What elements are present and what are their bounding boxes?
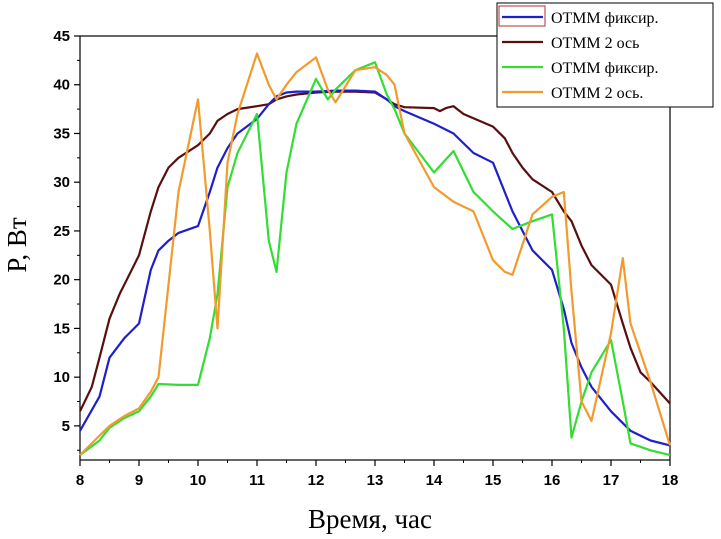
x-tick-label: 15 bbox=[485, 472, 502, 489]
y-tick-label: 15 bbox=[53, 320, 70, 337]
y-tick-label: 35 bbox=[53, 125, 70, 142]
legend-label-4: ОТММ 2 ось. bbox=[551, 85, 643, 102]
legend-label-3: ОТММ фиксир. bbox=[551, 60, 659, 77]
y-tick-label: 10 bbox=[53, 369, 70, 386]
legend: ОТММ фиксир. ОТММ 2 ось ОТММ фиксир. ОТММ 2… bbox=[496, 2, 714, 108]
y-tick-label: 45 bbox=[53, 28, 70, 45]
y-tick-label: 5 bbox=[62, 418, 70, 435]
y-tick-label: 40 bbox=[53, 77, 70, 94]
series-line-3 bbox=[79, 61, 671, 457]
x-tick-label: 13 bbox=[367, 472, 384, 489]
x-tick-label: 14 bbox=[426, 472, 443, 489]
series-lines bbox=[79, 52, 672, 457]
x-tick-label: 17 bbox=[603, 472, 620, 489]
legend-label-2: ОТММ 2 ось bbox=[551, 35, 639, 52]
x-tick-label: 12 bbox=[308, 472, 325, 489]
series-line-4 bbox=[79, 52, 672, 456]
x-tick-label: 8 bbox=[76, 472, 84, 489]
legend-highlight bbox=[498, 5, 546, 27]
x-axis-title: Время, час bbox=[308, 504, 432, 534]
x-axis: 8 9 10 11 12 13 14 15 16 17 18 bbox=[76, 460, 679, 489]
x-tick-label: 10 bbox=[190, 472, 207, 489]
y-axis-title: P, Вт bbox=[2, 217, 32, 273]
y-tick-label: 20 bbox=[53, 272, 70, 289]
series-line-2 bbox=[79, 90, 671, 412]
x-tick-label: 9 bbox=[135, 472, 143, 489]
y-tick-label: 25 bbox=[53, 223, 70, 240]
legend-label-1: ОТММ фиксир. bbox=[551, 10, 659, 27]
x-tick-label: 18 bbox=[662, 472, 679, 489]
y-tick-label: 30 bbox=[53, 174, 70, 191]
legend-box bbox=[496, 2, 714, 108]
y-axis: 5 10 15 20 25 30 35 40 45 bbox=[53, 28, 80, 451]
x-tick-label: 16 bbox=[544, 472, 561, 489]
x-tick-label: 11 bbox=[249, 472, 265, 489]
